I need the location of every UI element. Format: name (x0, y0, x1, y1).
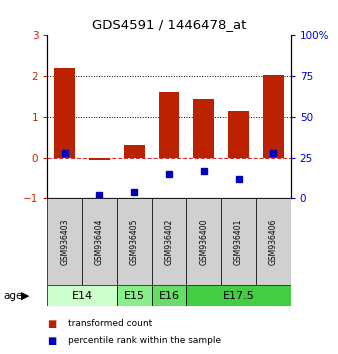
Text: ▶: ▶ (21, 291, 30, 301)
Bar (82, 198, 117, 285)
Bar (186, 198, 221, 285)
Text: age: age (3, 291, 23, 301)
Bar (228, 111, 249, 158)
Bar (89, 158, 110, 160)
Bar (54, 68, 75, 158)
Text: ■: ■ (47, 319, 56, 329)
Text: GSM936405: GSM936405 (130, 218, 139, 265)
Text: GSM936402: GSM936402 (165, 218, 173, 265)
Bar (159, 92, 179, 158)
Bar (47, 198, 82, 285)
Bar (193, 98, 214, 158)
Text: GSM936400: GSM936400 (199, 218, 208, 265)
Text: E14: E14 (72, 291, 93, 301)
Bar (152, 198, 186, 285)
Text: GSM936406: GSM936406 (269, 218, 278, 265)
Text: E15: E15 (124, 291, 145, 301)
Text: ■: ■ (47, 336, 56, 346)
Text: GSM936401: GSM936401 (234, 218, 243, 265)
Text: GSM936403: GSM936403 (60, 218, 69, 265)
Text: E17.5: E17.5 (223, 291, 255, 301)
Bar (152, 285, 186, 306)
Bar (124, 145, 145, 158)
Bar (47, 285, 117, 306)
Bar (256, 198, 291, 285)
Bar (117, 198, 152, 285)
Bar (117, 285, 152, 306)
Text: GSM936404: GSM936404 (95, 218, 104, 265)
Text: GDS4591 / 1446478_at: GDS4591 / 1446478_at (92, 18, 246, 31)
Text: percentile rank within the sample: percentile rank within the sample (68, 336, 221, 345)
Text: transformed count: transformed count (68, 319, 152, 329)
Bar (221, 198, 256, 285)
Bar (186, 285, 291, 306)
Text: E16: E16 (159, 291, 179, 301)
Bar (263, 75, 284, 158)
